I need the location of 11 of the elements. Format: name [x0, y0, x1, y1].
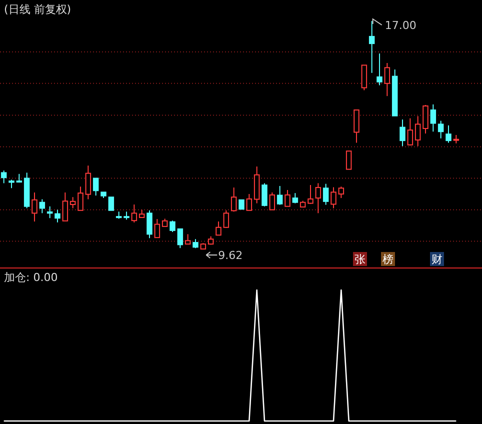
candlestick	[32, 192, 38, 222]
candlestick	[315, 182, 322, 214]
candlestick	[400, 119, 406, 147]
chart-title: (日线 前复权)	[4, 3, 72, 16]
candlestick	[85, 165, 92, 200]
candlestick	[46, 206, 53, 219]
candlestick	[368, 20, 375, 74]
chart-title: 加仓: 0.00	[4, 271, 58, 284]
candlestick	[430, 104, 436, 132]
annotation: 9.62	[218, 249, 243, 262]
annotation: 17.00	[384, 19, 416, 32]
